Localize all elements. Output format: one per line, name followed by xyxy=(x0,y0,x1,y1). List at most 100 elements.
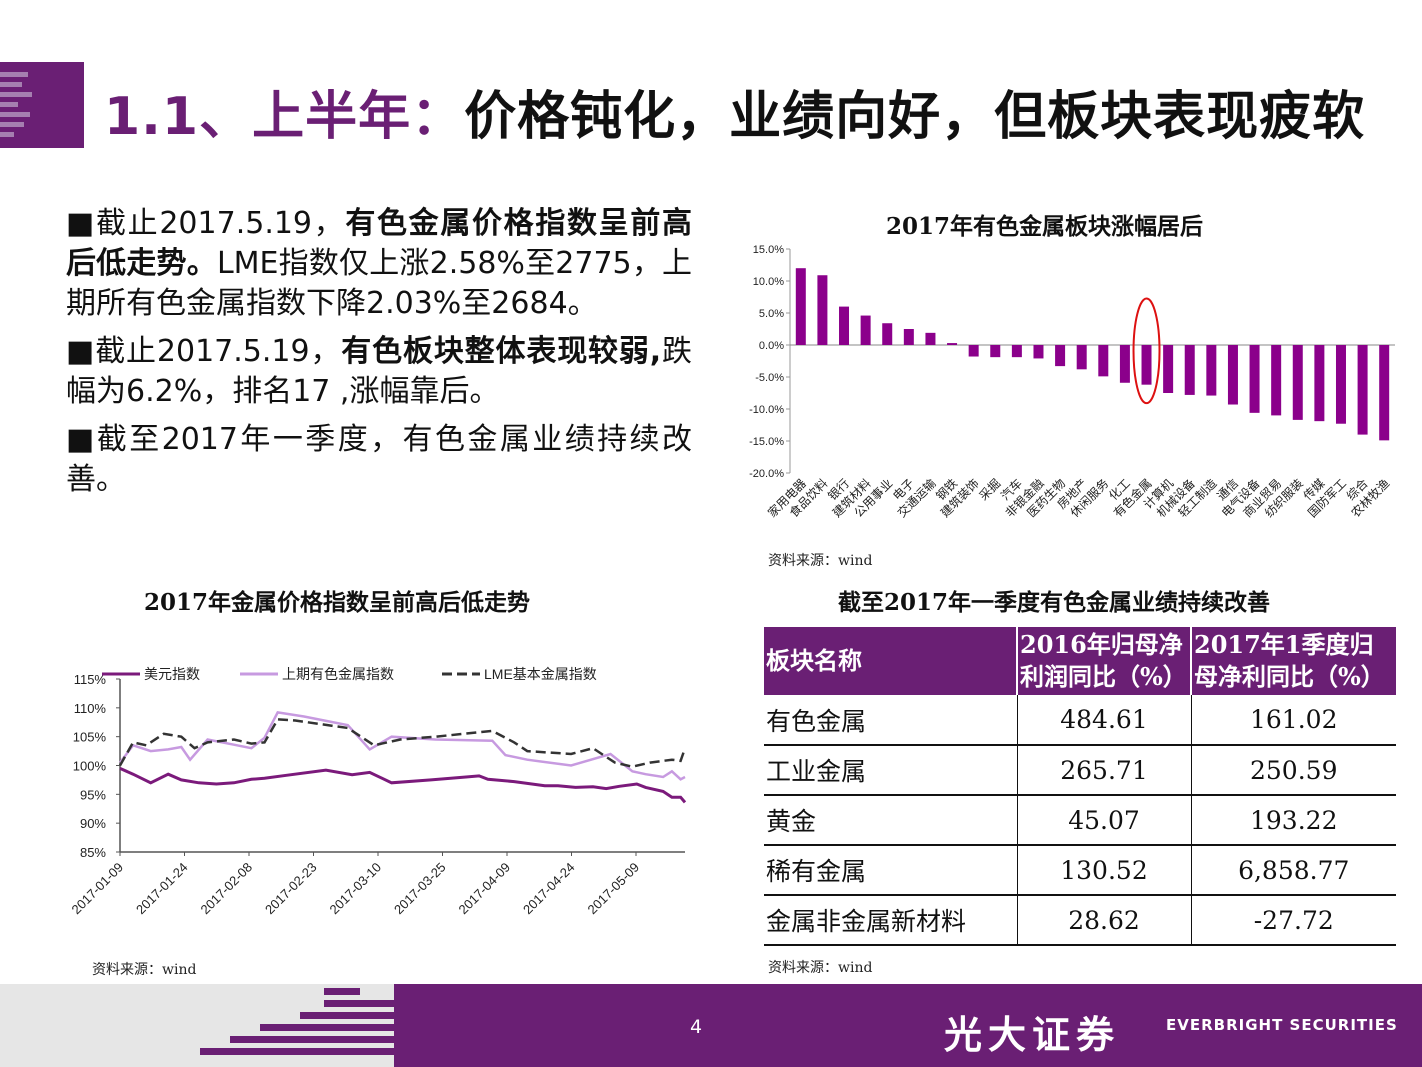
x-tick-label: 2017-01-09 xyxy=(68,860,126,918)
x-tick-label: 2017-02-08 xyxy=(197,860,255,918)
y-tick-label: 85% xyxy=(80,845,106,860)
bar xyxy=(1292,345,1303,420)
bar-chart-title: 2017年有色金属板块涨幅居后 xyxy=(886,213,1204,240)
series-line xyxy=(119,767,687,804)
bar-chart-source: 资料来源：wind xyxy=(768,553,873,569)
y-tick-label: 115% xyxy=(74,672,107,687)
bullet-text: LME指数仅上涨2.58%至2775，上期所有色金属指数下降2.03%至2684… xyxy=(66,246,693,321)
y-tick-label: -20.0% xyxy=(749,468,784,480)
brand-logo-en: EVERBRIGHT SECURITIES xyxy=(1166,1016,1398,1034)
bullet-text: 截至2017年一季度，有色金属业绩持续改善。 xyxy=(66,422,692,497)
table-title: 截至2017年一季度有色金属业绩持续改善 xyxy=(838,589,1271,616)
bullet-bold-text: 有色金属价格指数呈前高后低走势。 xyxy=(66,206,692,281)
table-row: 黄金 45.07 193.22 xyxy=(764,795,1396,846)
y-tick-label: -5.0% xyxy=(755,372,784,384)
x-tick-label: 2017-03-10 xyxy=(326,860,384,918)
bar xyxy=(1227,345,1238,405)
footer-stripe xyxy=(200,1048,394,1055)
table-cell: 484.61 xyxy=(1016,695,1191,746)
bar xyxy=(903,329,914,345)
table-header-cell: 2017年1季度归母净利同比（%） xyxy=(1191,627,1396,695)
y-tick-label: 15.0% xyxy=(753,244,784,256)
footer-stripe xyxy=(230,1036,394,1043)
bar xyxy=(839,306,850,345)
bullet-item: ■截止2017.5.19，有色板块整体表现较弱,跌幅为6.2%，排名17 ,涨幅… xyxy=(66,332,692,412)
bar xyxy=(1163,345,1174,393)
table-cell: 28.62 xyxy=(1016,895,1191,946)
y-tick-label: -10.0% xyxy=(749,404,784,416)
bullet-text: 截止2017.5.19， xyxy=(96,206,346,241)
x-tick-label: 2017-03-25 xyxy=(391,860,449,918)
table-cell: 45.07 xyxy=(1016,795,1191,846)
table-source: 资料来源：wind xyxy=(768,960,873,976)
bar xyxy=(795,268,806,345)
page-number: 4 xyxy=(690,1016,703,1038)
bar xyxy=(1249,345,1260,413)
table-cell: 130.52 xyxy=(1016,845,1191,896)
bar xyxy=(990,345,1001,358)
table-cell: 250.59 xyxy=(1190,745,1396,796)
table-cell: 稀有金属 xyxy=(764,845,1017,896)
table-cell: 6,858.77 xyxy=(1190,845,1396,896)
footer-stripe xyxy=(300,1012,394,1019)
performance-table: 板块名称 2016年归母净利润同比（%） 2017年1季度归母净利同比（%） 有… xyxy=(764,627,1396,946)
table-cell: 193.22 xyxy=(1190,795,1396,846)
y-tick-label: 110% xyxy=(74,701,107,716)
footer-stripe xyxy=(324,1000,394,1007)
y-tick-label: 0.0% xyxy=(759,340,784,352)
page-title: 1.1、上半年：价格钝化，业绩向好，但板块表现疲软 xyxy=(104,74,1365,149)
x-tick-label: 2017-04-09 xyxy=(455,860,513,918)
bar xyxy=(1033,345,1044,359)
y-tick-label: -15.0% xyxy=(749,436,784,448)
table-header-row: 板块名称 2016年归母净利润同比（%） 2017年1季度归母净利同比（%） xyxy=(764,627,1396,695)
table-header-cell: 板块名称 xyxy=(764,627,1018,695)
table-cell: 工业金属 xyxy=(764,745,1017,796)
y-tick-label: 100% xyxy=(73,759,107,774)
bar xyxy=(1314,345,1325,422)
bar xyxy=(968,345,979,357)
table-row: 工业金属 265.71 250.59 xyxy=(764,745,1396,796)
x-tick-label: 采掘 xyxy=(976,476,1004,504)
x-tick-label: 2017-05-09 xyxy=(584,860,642,918)
bar xyxy=(947,343,958,345)
table-cell: 265.71 xyxy=(1016,745,1191,796)
bullet-marker: ■ xyxy=(66,422,97,457)
bar xyxy=(1098,345,1109,377)
bar xyxy=(1357,345,1368,435)
table-row: 有色金属 484.61 161.02 xyxy=(764,695,1396,746)
bar xyxy=(817,275,828,345)
table-cell: -27.72 xyxy=(1190,895,1396,946)
bullet-bold-text: 有色板块整体表现较弱, xyxy=(341,334,662,369)
table-cell: 黄金 xyxy=(764,795,1017,846)
legend-label: 美元指数 xyxy=(144,666,200,682)
bar xyxy=(1011,345,1022,358)
bar xyxy=(1206,345,1217,396)
y-tick-label: 5.0% xyxy=(759,308,784,320)
table-cell: 161.02 xyxy=(1190,695,1396,746)
y-tick-label: 105% xyxy=(73,730,107,745)
bar xyxy=(1184,345,1195,395)
x-tick-label: 2017-01-24 xyxy=(133,860,191,918)
series-line xyxy=(118,718,687,768)
bar xyxy=(1335,345,1346,424)
legend-label: LME基本金属指数 xyxy=(484,666,597,682)
legend-label: 上期有色金属指数 xyxy=(282,666,394,682)
x-tick-label: 2017-04-24 xyxy=(520,860,578,918)
bar xyxy=(1119,345,1130,383)
table-row: 稀有金属 130.52 6,858.77 xyxy=(764,845,1396,896)
line-chart-title: 2017年金属价格指数呈前高后低走势 xyxy=(144,589,531,616)
bar xyxy=(1076,345,1087,370)
table-cell: 有色金属 xyxy=(764,695,1017,746)
bar xyxy=(1271,345,1282,416)
bullet-text: 跌幅为6.2%，排名17 ,涨幅靠后。 xyxy=(66,334,693,409)
bullet-marker: ■ xyxy=(66,334,96,369)
table-row: 金属非金属新材料 28.62 -27.72 xyxy=(764,895,1396,946)
bullet-marker: ■ xyxy=(66,206,97,241)
title-text: 价格钝化，业绩向好，但板块表现疲软 xyxy=(464,87,1366,147)
line-chart: 115%110%105%100%95%90%85%2017-01-09 2017-… xyxy=(68,666,687,918)
y-tick-label: 10.0% xyxy=(753,276,784,288)
bullet-text: 截止2017.5.19， xyxy=(95,334,342,369)
table-cell: 金属非金属新材料 xyxy=(764,895,1017,946)
line-chart-source: 资料来源：wind xyxy=(92,962,197,978)
bar-chart: 15.0% 10.0% 5.0% 0.0% -5.0% -10.0% -15.0% -20.0… xyxy=(749,244,1395,520)
